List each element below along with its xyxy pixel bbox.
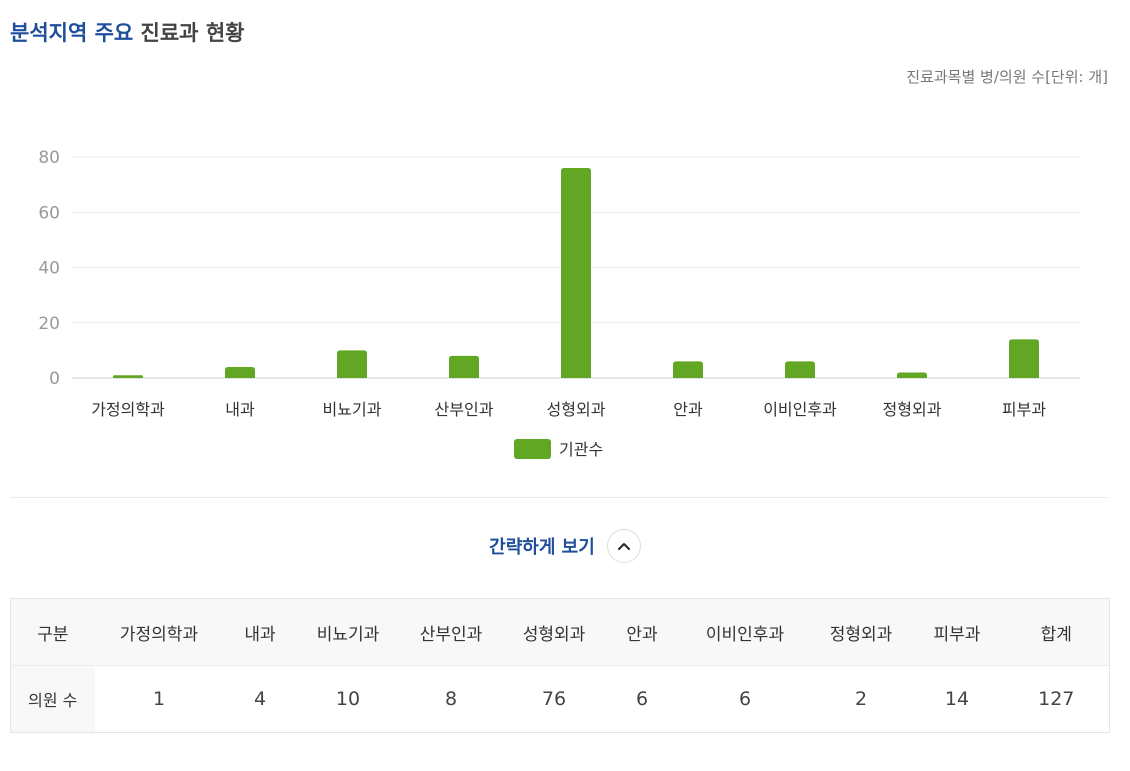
table-cell: 76 <box>502 665 606 733</box>
table-row-header: 의원 수 <box>10 665 95 733</box>
x-tick-label: 성형외과 <box>547 400 606 419</box>
y-tick-label: 40 <box>38 259 60 279</box>
table-header-cell: 피부과 <box>910 598 1004 666</box>
table-cell: 14 <box>910 665 1004 733</box>
table-header-cell: 정형외과 <box>811 598 911 666</box>
table-header-cell: 비뇨기과 <box>296 598 400 666</box>
table-header-cell: 합계 <box>1003 598 1110 666</box>
bar[interactable] <box>785 361 815 378</box>
bar[interactable] <box>449 355 479 378</box>
table-header-cell: 성형외과 <box>502 598 606 666</box>
table-cell: 10 <box>296 665 400 733</box>
bar[interactable] <box>673 361 703 378</box>
collapse-toggle-button[interactable]: 간략하게 보기 <box>0 527 1130 565</box>
title-rest: 진료과 현황 <box>140 21 245 45</box>
table-cell: 2 <box>811 665 911 733</box>
table-row: 의원 수 1 4 10 8 76 6 6 2 14 127 <box>10 665 1110 733</box>
table-header-cell: 이비인후과 <box>678 598 812 666</box>
table-header-cell: 산부인과 <box>399 598 503 666</box>
divider <box>10 497 1108 498</box>
table-cell: 4 <box>223 665 297 733</box>
x-tick-label: 피부과 <box>1002 400 1046 419</box>
table-header-cell: 내과 <box>223 598 297 666</box>
table-cell: 6 <box>605 665 679 733</box>
bar[interactable] <box>225 366 255 378</box>
y-tick-label: 80 <box>38 148 60 168</box>
x-tick-label: 산부인과 <box>435 400 494 419</box>
legend-label[interactable]: 기관수 <box>559 440 603 459</box>
bar[interactable] <box>337 350 367 378</box>
table-header-row: 구분 가정의학과 내과 비뇨기과 산부인과 성형외과 안과 이비인후과 정형외과 피부과 합계 <box>10 598 1110 666</box>
x-tick-label: 가정의학과 <box>91 400 165 419</box>
section-title: 분석지역 주요 진료과 현황 <box>10 18 244 48</box>
bar[interactable] <box>897 372 927 378</box>
table-cell: 127 <box>1003 665 1110 733</box>
legend-swatch[interactable] <box>514 439 551 459</box>
collapse-toggle-label: 간략하게 보기 <box>489 537 595 558</box>
summary-table: 구분 가정의학과 내과 비뇨기과 산부인과 성형외과 안과 이비인후과 정형외과 피부과 합계 의원 … <box>10 598 1110 733</box>
title-highlight: 분석지역 주요 <box>10 21 134 45</box>
table-cell: 8 <box>399 665 503 733</box>
x-tick-label: 내과 <box>225 400 255 419</box>
chevron-up-icon[interactable] <box>606 529 641 563</box>
table-header-cell: 안과 <box>605 598 679 666</box>
x-tick-label: 이비인후과 <box>763 400 837 419</box>
x-tick-label: 정형외과 <box>883 400 942 419</box>
x-tick-label: 안과 <box>673 400 703 419</box>
table-header-cell: 구분 <box>10 598 95 666</box>
bar[interactable] <box>561 168 591 378</box>
y-tick-label: 60 <box>38 203 60 223</box>
table-header-cell: 가정의학과 <box>94 598 224 666</box>
table-cell: 6 <box>678 665 812 733</box>
y-tick-label: 0 <box>49 369 60 389</box>
x-tick-label: 비뇨기과 <box>323 400 382 419</box>
y-tick-label: 20 <box>38 314 60 334</box>
bar-chart: 0 20 40 60 80 가정의학과 내과 비뇨기과 산부인과 성형외과 안과 이비인후과 정형외과 피… <box>38 148 1080 459</box>
unit-note: 진료과목별 병/의원 수[단위: 개] <box>906 68 1108 86</box>
bar[interactable] <box>1009 339 1039 378</box>
table-cell: 1 <box>94 665 224 733</box>
bar[interactable] <box>113 375 143 378</box>
